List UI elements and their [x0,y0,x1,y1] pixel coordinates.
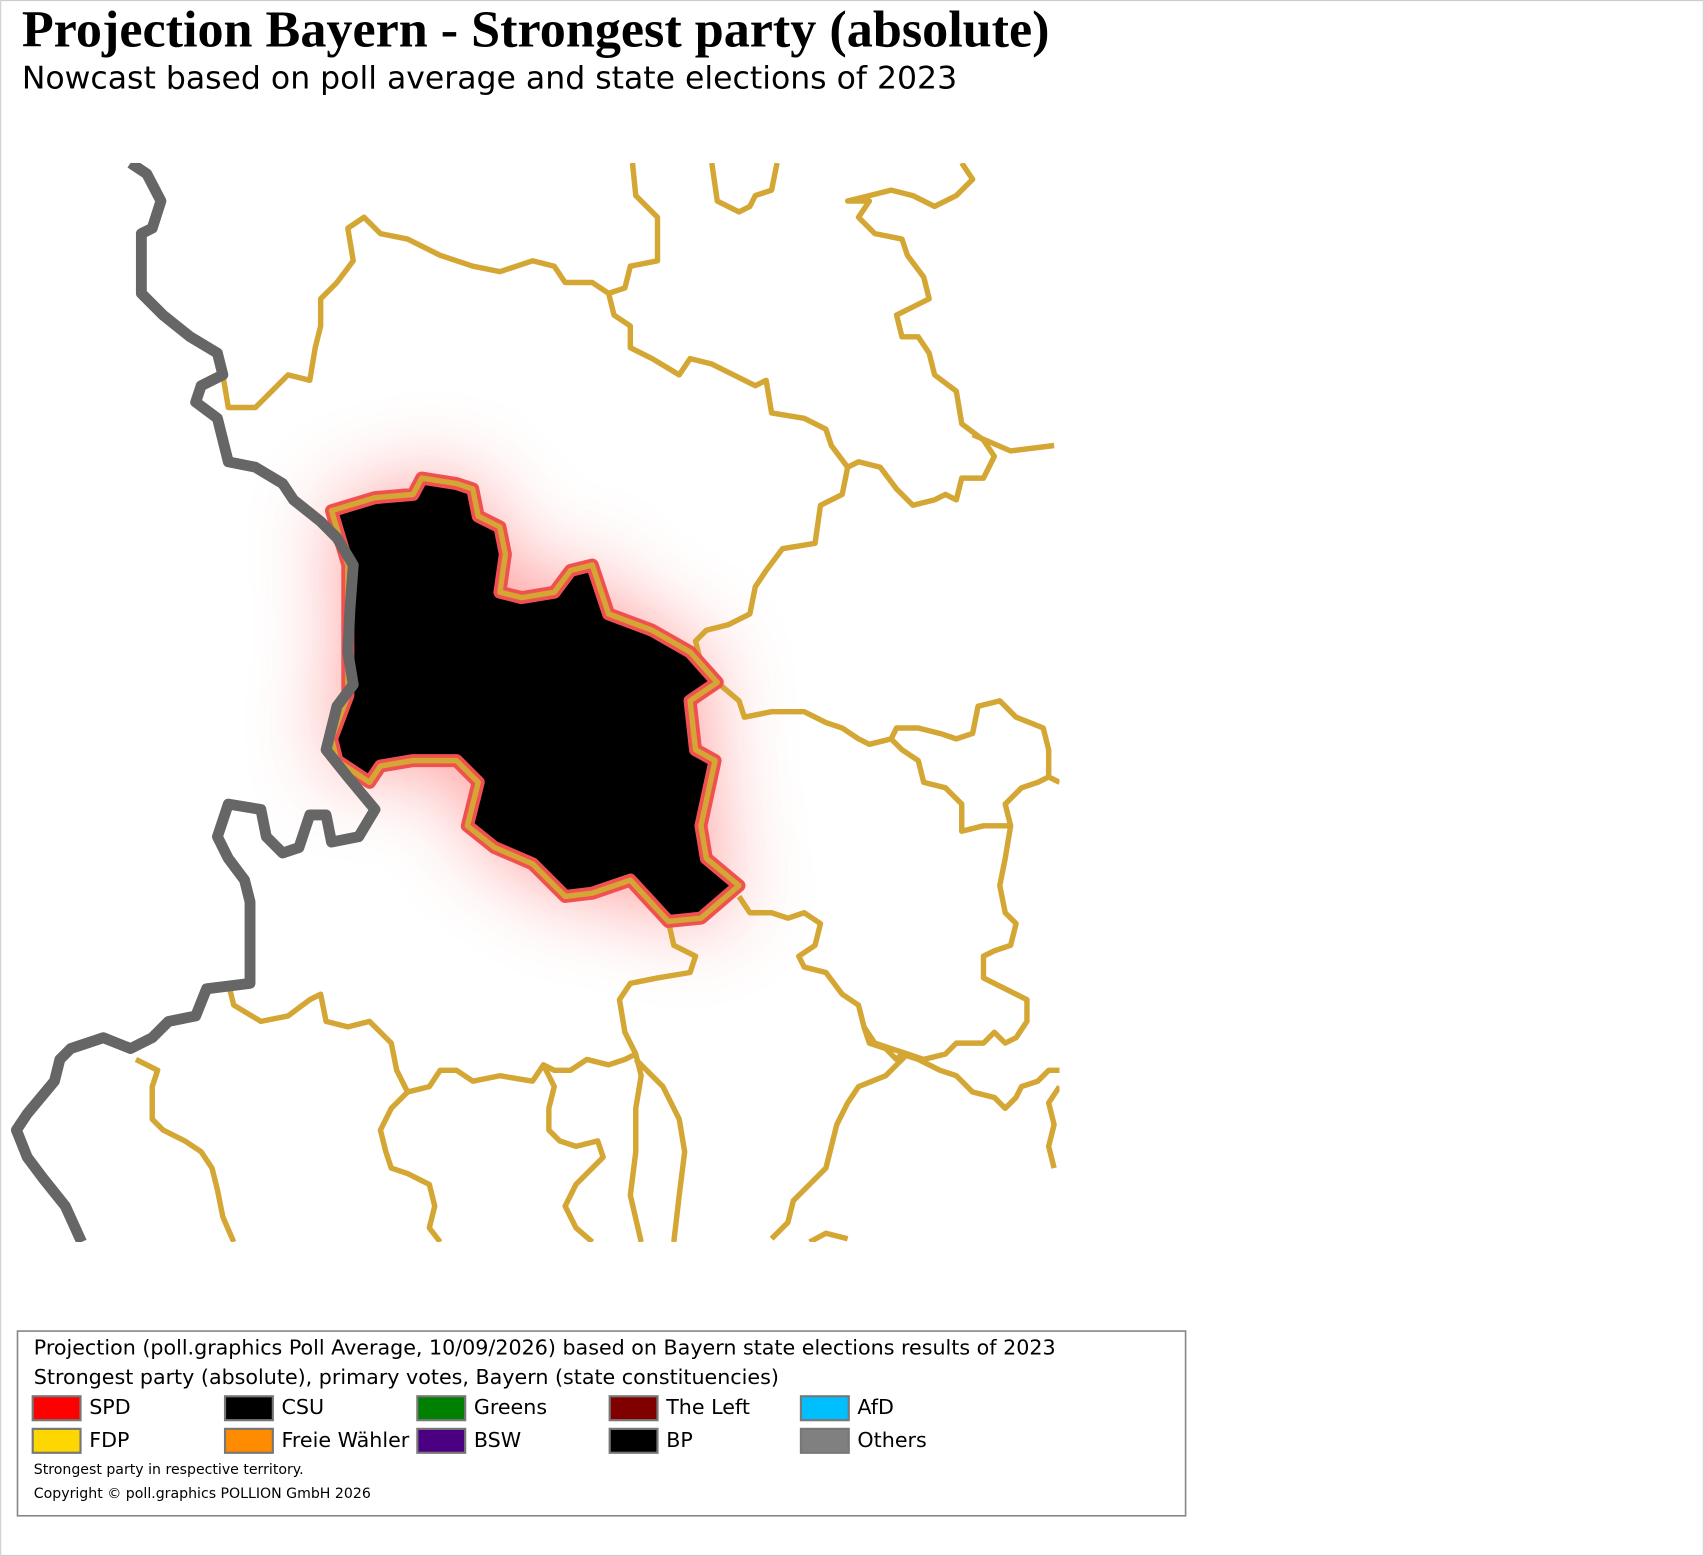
legend-label: BSW [474,1428,521,1452]
legend-label: Others [857,1428,926,1452]
subtitle: Nowcast based on poll average and state … [22,60,957,96]
highlighted-border [328,475,742,925]
legend-label: The Left [665,1395,750,1419]
legend-label: CSU [282,1395,325,1419]
state-border [10,162,381,1242]
map [10,162,1060,1242]
legend-swatch [416,1427,467,1454]
legend-label: FDP [89,1428,129,1452]
legend-label: BP [666,1428,693,1452]
legend-line: Projection (poll.graphics Poll Average, … [34,1335,1056,1359]
legend-line: Strongest party (absolute), primary vote… [34,1365,779,1389]
legend-swatch [31,1395,82,1422]
legend-label: AfD [857,1395,894,1419]
legend-swatch [223,1395,274,1422]
legend-swatch [31,1427,82,1454]
legend-swatch [416,1395,467,1422]
legend-label: Greens [474,1395,547,1419]
legend-swatch [608,1427,659,1454]
legend: Projection (poll.graphics Poll Average, … [16,1330,1187,1517]
legend-swatch [799,1427,850,1454]
legend-swatch [223,1427,274,1454]
legend-swatch [799,1395,850,1422]
constituency-borders [134,162,1060,1242]
legend-note: Copyright © poll.graphics POLLION GmbH 2… [34,1486,371,1502]
title: Projection Bayern - Strongest party (abs… [22,2,1050,59]
legend-box [16,1330,1187,1517]
legend-note: Strongest party in respective territory. [34,1462,304,1478]
legend-swatch [608,1395,659,1422]
legend-label: SPD [89,1395,130,1419]
legend-label: Freie Wähler [282,1428,410,1452]
